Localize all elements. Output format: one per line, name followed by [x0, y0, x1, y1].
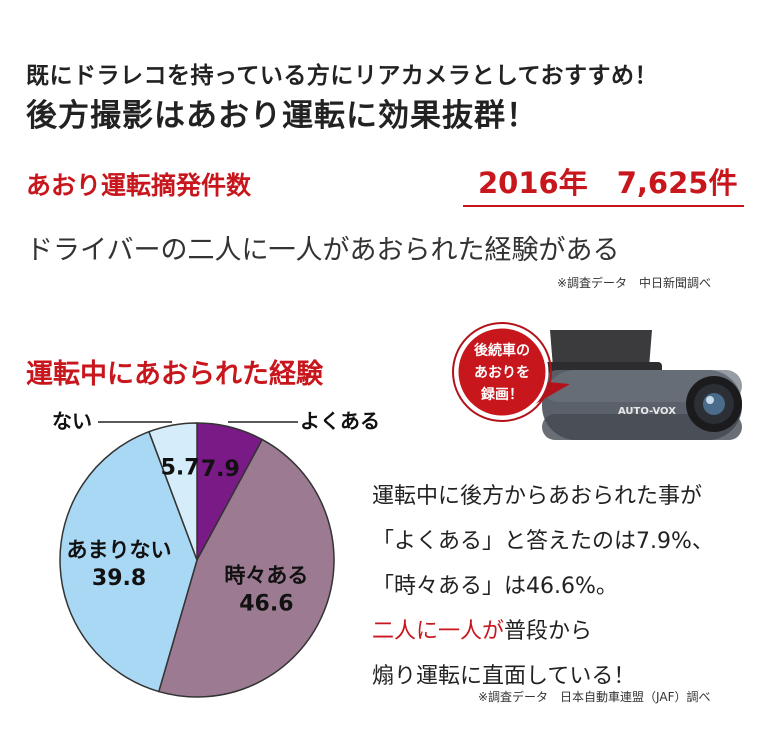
- description: 運転中に後方からあおられた事が 「よくある」と答えたのは7.9%、 「時々ある」…: [372, 474, 714, 699]
- bubble-line-1: 後続車の: [474, 342, 530, 359]
- description-line-4: 二人に一人が普段から: [372, 609, 714, 654]
- slice-label-2: 時々ある: [224, 563, 308, 587]
- description-line-1: 運転中に後方からあおられた事が: [372, 484, 703, 509]
- description-highlight: 二人に一人が: [372, 619, 505, 644]
- pie-slice-2: [157, 438, 335, 698]
- headline-line2: 後方撮影はあおり運転に効果抜群！: [26, 98, 538, 134]
- camera-brand: AUTO-VOX: [618, 406, 676, 417]
- slice-label-1: よくある: [300, 409, 380, 433]
- slice-label-4: ない: [52, 409, 92, 433]
- slice-value-4: 5.7: [161, 456, 200, 481]
- source-note-newspaper: ※調査データ 中日新聞調べ: [557, 276, 712, 290]
- pie-slices: [59, 422, 335, 698]
- slice-value-1: 7.9: [201, 457, 240, 482]
- description-line-3: 「時々ある」は46.6%。: [372, 574, 618, 599]
- pie-slice-4: [148, 422, 198, 561]
- source-note-jaf: ※調査データ 日本自動車連盟（JAF）調べ: [478, 690, 711, 704]
- pie-slice-3: [59, 430, 198, 693]
- slice-value-3: 39.8: [92, 566, 146, 591]
- bubble-line-2: あおりを: [474, 365, 530, 381]
- slice-label-3: あまりない: [67, 538, 172, 562]
- description-line-4-rest: 普段から: [504, 619, 593, 644]
- stat-label: あおり運転摘発件数: [26, 171, 252, 200]
- dashcam-icon: AUTO-VOX 後続車の あおりを 録画！: [452, 322, 742, 440]
- slice-value-2: 46.6: [239, 591, 293, 616]
- bubble-line-3: 録画！: [481, 386, 523, 403]
- description-line-5: 煽り運転に直面している！: [372, 664, 636, 689]
- stat-underline: [463, 205, 744, 207]
- description-line-2: 「よくある」と答えたのは7.9%、: [372, 529, 714, 554]
- headline-line1: 既にドラレコを持っている方にリアカメラとしておすすめ！: [26, 63, 658, 89]
- chart-title: 運転中にあおられた経験: [26, 359, 323, 390]
- stat-subtitle: ドライバーの二人に一人があおられた経験がある: [26, 235, 620, 266]
- pie-labels: 7.9 時々ある 46.6 あまりない 39.8 5.7 よくある ない: [52, 409, 380, 616]
- stat-value: 2016年 7,625件: [478, 166, 738, 200]
